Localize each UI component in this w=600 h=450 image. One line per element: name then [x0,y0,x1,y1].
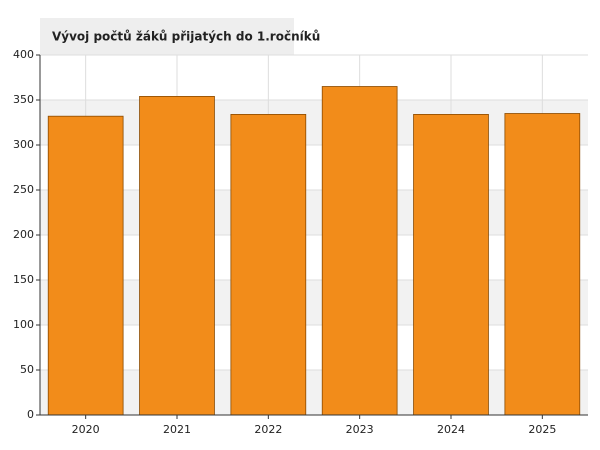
x-tick-label: 2021 [163,423,191,436]
x-tick-label: 2024 [437,423,465,436]
chart-title: Vývoj počtů žáků přijatých do 1.ročníků [52,30,320,44]
y-tick-label: 100 [13,318,34,331]
title-box [40,18,294,55]
y-tick-label: 0 [27,408,34,421]
y-tick-label: 150 [13,273,34,286]
grid-band [40,190,588,235]
y-tick-label: 50 [20,363,34,376]
grid-band [40,100,588,145]
y-tick-label: 250 [13,183,34,196]
grid-band [40,370,588,415]
y-tick-label: 350 [13,93,34,106]
bar [321,86,398,416]
x-tick-label: 2020 [72,423,100,436]
grid-band [40,280,588,325]
x-tick-label: 2022 [254,423,282,436]
bar [47,115,124,416]
y-tick-label: 200 [13,228,34,241]
x-tick-label: 2023 [346,423,374,436]
bar [230,114,307,416]
y-tick-label: 400 [13,48,34,61]
bar [139,96,215,416]
y-tick-label: 300 [13,138,34,151]
bar [413,114,489,416]
bar [504,113,581,416]
x-tick-label: 2025 [528,423,556,436]
